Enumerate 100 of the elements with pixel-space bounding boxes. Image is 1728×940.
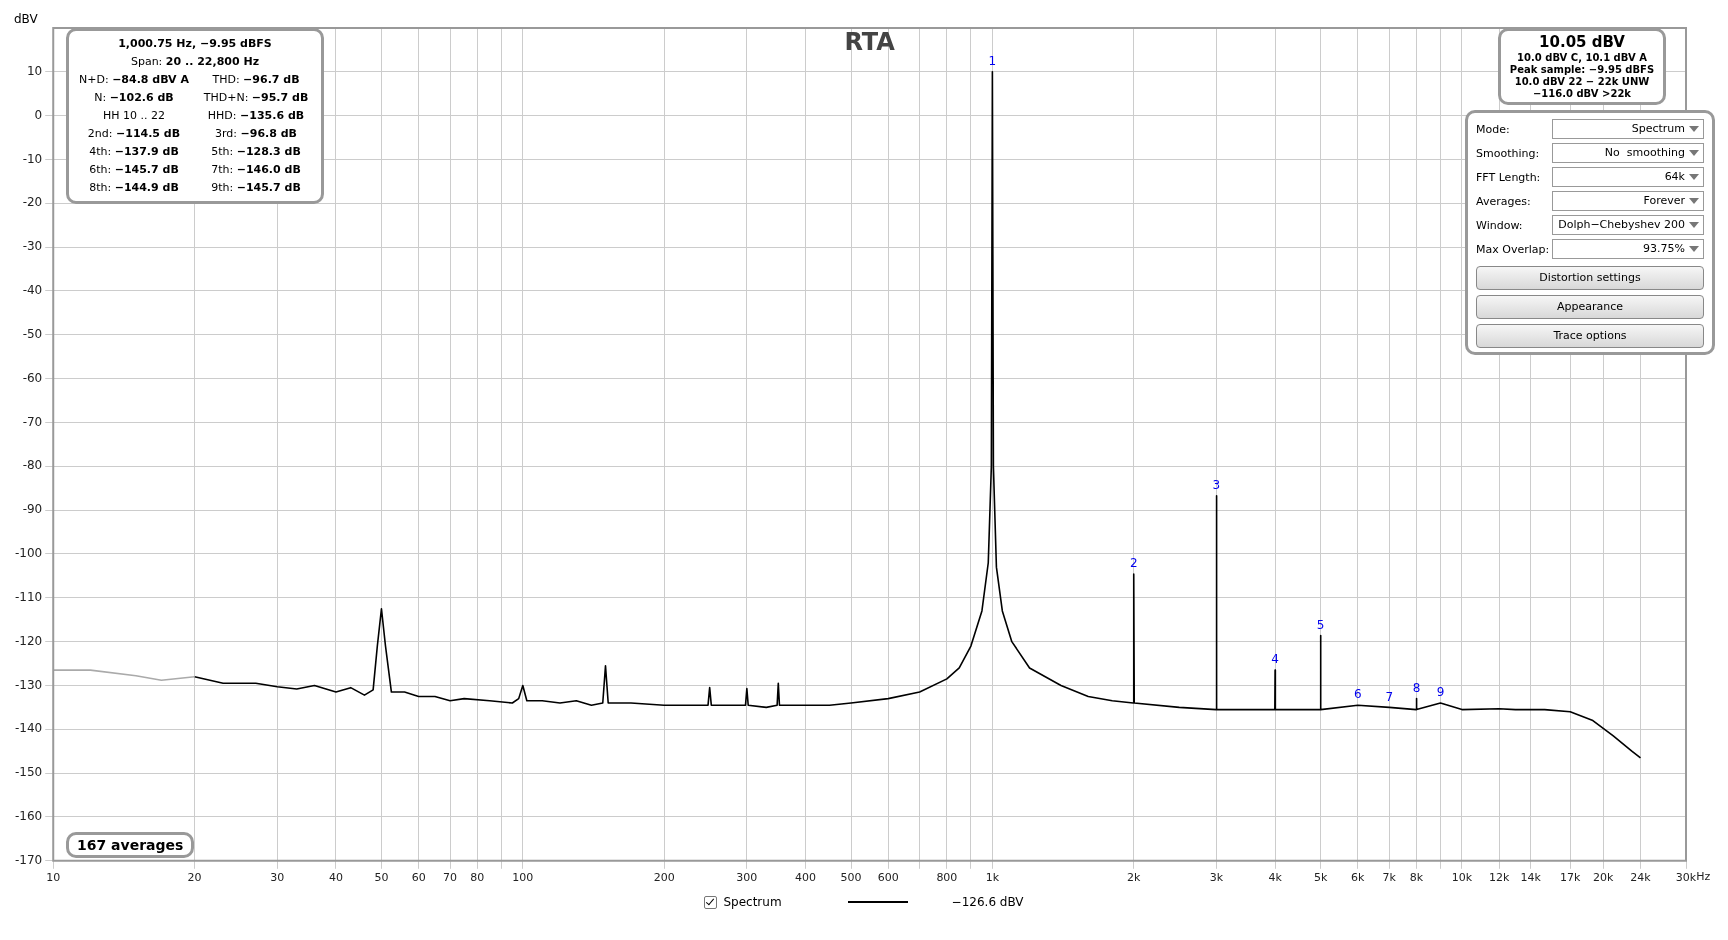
y-tick-label: -30 <box>22 239 43 254</box>
annotation: 3rd: −96.8 dB <box>215 127 297 140</box>
x-tick-label: 4k <box>1268 871 1283 885</box>
annotation: Window: <box>1476 218 1524 232</box>
annotation: 7th: −146.0 dB <box>211 163 301 176</box>
dropdown-field: Dolph−Chebyshev 200 <box>1552 215 1704 235</box>
annotation: Mode: <box>1476 122 1511 136</box>
y-tick-label: 10 <box>26 63 43 78</box>
annotation: 10.0 dBV C, 10.1 dBV A <box>1516 52 1648 64</box>
x-tick-label: 2k <box>1127 871 1142 885</box>
annotation: THD: −96.7 dB <box>212 73 300 86</box>
x-tick-label: 5k <box>1313 871 1328 885</box>
x-tick-label: 10k <box>1451 871 1473 885</box>
x-tick-label: 80 <box>470 871 485 885</box>
dropdown-field: No smoothing <box>1552 143 1704 163</box>
annotation: 93.75% <box>1643 242 1685 255</box>
annotation: Spectrum <box>1631 122 1685 135</box>
annotation: THD+N: −95.7 dB <box>203 91 309 104</box>
x-tick-label: 12k <box>1488 871 1510 885</box>
x-tick-label: 7k <box>1382 871 1397 885</box>
y-tick-label: -170 <box>15 852 43 867</box>
x-tick-label: 30 <box>270 871 285 885</box>
y-tick-label: -130 <box>15 677 43 692</box>
x-tick-label: 20k <box>1593 871 1615 885</box>
annotation: 10.05 dBV <box>1538 33 1626 52</box>
y-tick-label: -80 <box>22 458 43 473</box>
annotation: 7 <box>1385 689 1394 704</box>
annotation: 8th: −144.9 dB <box>89 181 179 194</box>
annotation: No smoothing <box>1604 146 1685 159</box>
y-tick-label: -120 <box>15 633 43 648</box>
x-tick-label: 17k <box>1559 871 1581 885</box>
annotation: 8 <box>1412 680 1421 695</box>
annotation: 3 <box>1212 477 1221 492</box>
annotation: Averages: <box>1476 194 1532 208</box>
annotation: 4th: −137.9 dB <box>89 145 179 158</box>
x-tick-label: 60 <box>411 871 426 885</box>
annotation: 2 <box>1129 556 1138 571</box>
annotation: 2nd: −114.5 dB <box>87 127 181 140</box>
annotation: 1 <box>988 53 997 68</box>
x-tick-label: 30k <box>1675 871 1697 885</box>
x-tick-label: 600 <box>877 871 899 885</box>
dropdown-field: 64k <box>1552 167 1704 187</box>
x-tick-label: 100 <box>512 871 534 885</box>
legend-label: Spectrum <box>723 895 782 909</box>
x-tick-label: 70 <box>443 871 458 885</box>
y-tick-label: -10 <box>22 151 43 166</box>
annotation: 6 <box>1353 687 1362 702</box>
x-tick-label: 6k <box>1351 871 1366 885</box>
annotation: Peak sample: −9.95 dBFS <box>1508 64 1656 76</box>
chart-title: RTA <box>844 28 896 57</box>
annotation: 1,000.75 Hz, −9.95 dBFS <box>117 36 273 52</box>
y-tick-label: -100 <box>15 546 43 561</box>
annotation: Max Overlap: <box>1476 242 1551 256</box>
annotation: 5th: −128.3 dB <box>211 145 301 158</box>
annotation: 9th: −145.7 dB <box>211 181 301 194</box>
y-tick-label: -160 <box>15 809 43 824</box>
annotation: 5 <box>1316 617 1325 632</box>
text: −126.6 dBV <box>951 895 1024 909</box>
x-tick-label: 3k <box>1209 871 1224 885</box>
x-tick-label: 50 <box>374 871 389 885</box>
x-axis-title: Hz <box>1696 870 1711 884</box>
annotation: 4 <box>1271 652 1279 667</box>
y-tick-label: -40 <box>22 283 43 298</box>
y-tick-label: -50 <box>22 326 43 341</box>
annotation: 64k <box>1664 170 1685 183</box>
annotation: 10.0 dBV 22 − 22k UNW <box>1513 76 1651 88</box>
y-tick-label: -20 <box>22 195 43 210</box>
x-tick-label: 24k <box>1630 871 1652 885</box>
dropdown-field: Spectrum <box>1552 119 1704 139</box>
annotation: 6th: −145.7 dB <box>89 163 179 176</box>
x-tick-label: 20 <box>187 871 202 885</box>
y-tick-label: 0 <box>34 107 43 122</box>
x-tick-label: 8k <box>1409 871 1424 885</box>
x-tick-label: 10 <box>46 871 61 885</box>
annotation: 9 <box>1436 685 1445 700</box>
button: Distortion settings <box>1476 266 1704 290</box>
x-tick-label: 300 <box>736 871 758 885</box>
dropdown-field: 93.75% <box>1552 239 1704 259</box>
x-tick-label: 14k <box>1520 871 1542 885</box>
y-tick-label: -90 <box>22 502 43 517</box>
annotation: HHD: −135.6 dB <box>207 109 305 122</box>
annotation: Dolph−Chebyshev 200 <box>1558 218 1685 231</box>
x-tick-label: 400 <box>795 871 817 885</box>
y-tick-label: -70 <box>22 414 43 429</box>
annotation: N+D: −84.8 dBV A <box>79 73 189 86</box>
x-tick-label: 200 <box>653 871 675 885</box>
y-tick-label: -140 <box>15 721 43 736</box>
annotation: Forever <box>1643 194 1685 207</box>
y-tick-label: -60 <box>22 370 43 385</box>
annotation: Smoothing: <box>1476 146 1541 160</box>
dropdown-field: Forever <box>1552 191 1704 211</box>
x-tick-label: 800 <box>936 871 958 885</box>
button: Appearance <box>1476 295 1704 319</box>
annotation: −116.0 dBV >22k <box>1531 88 1632 100</box>
y-tick-label: -110 <box>15 589 43 604</box>
annotation: Span: 20 .. 22,800 Hz <box>130 55 260 68</box>
y-axis-title: dBV <box>14 12 39 27</box>
annotation: FFT Length: <box>1476 170 1542 184</box>
annotation: HH 10 .. 22 <box>102 109 166 122</box>
x-tick-label: 40 <box>328 871 343 885</box>
